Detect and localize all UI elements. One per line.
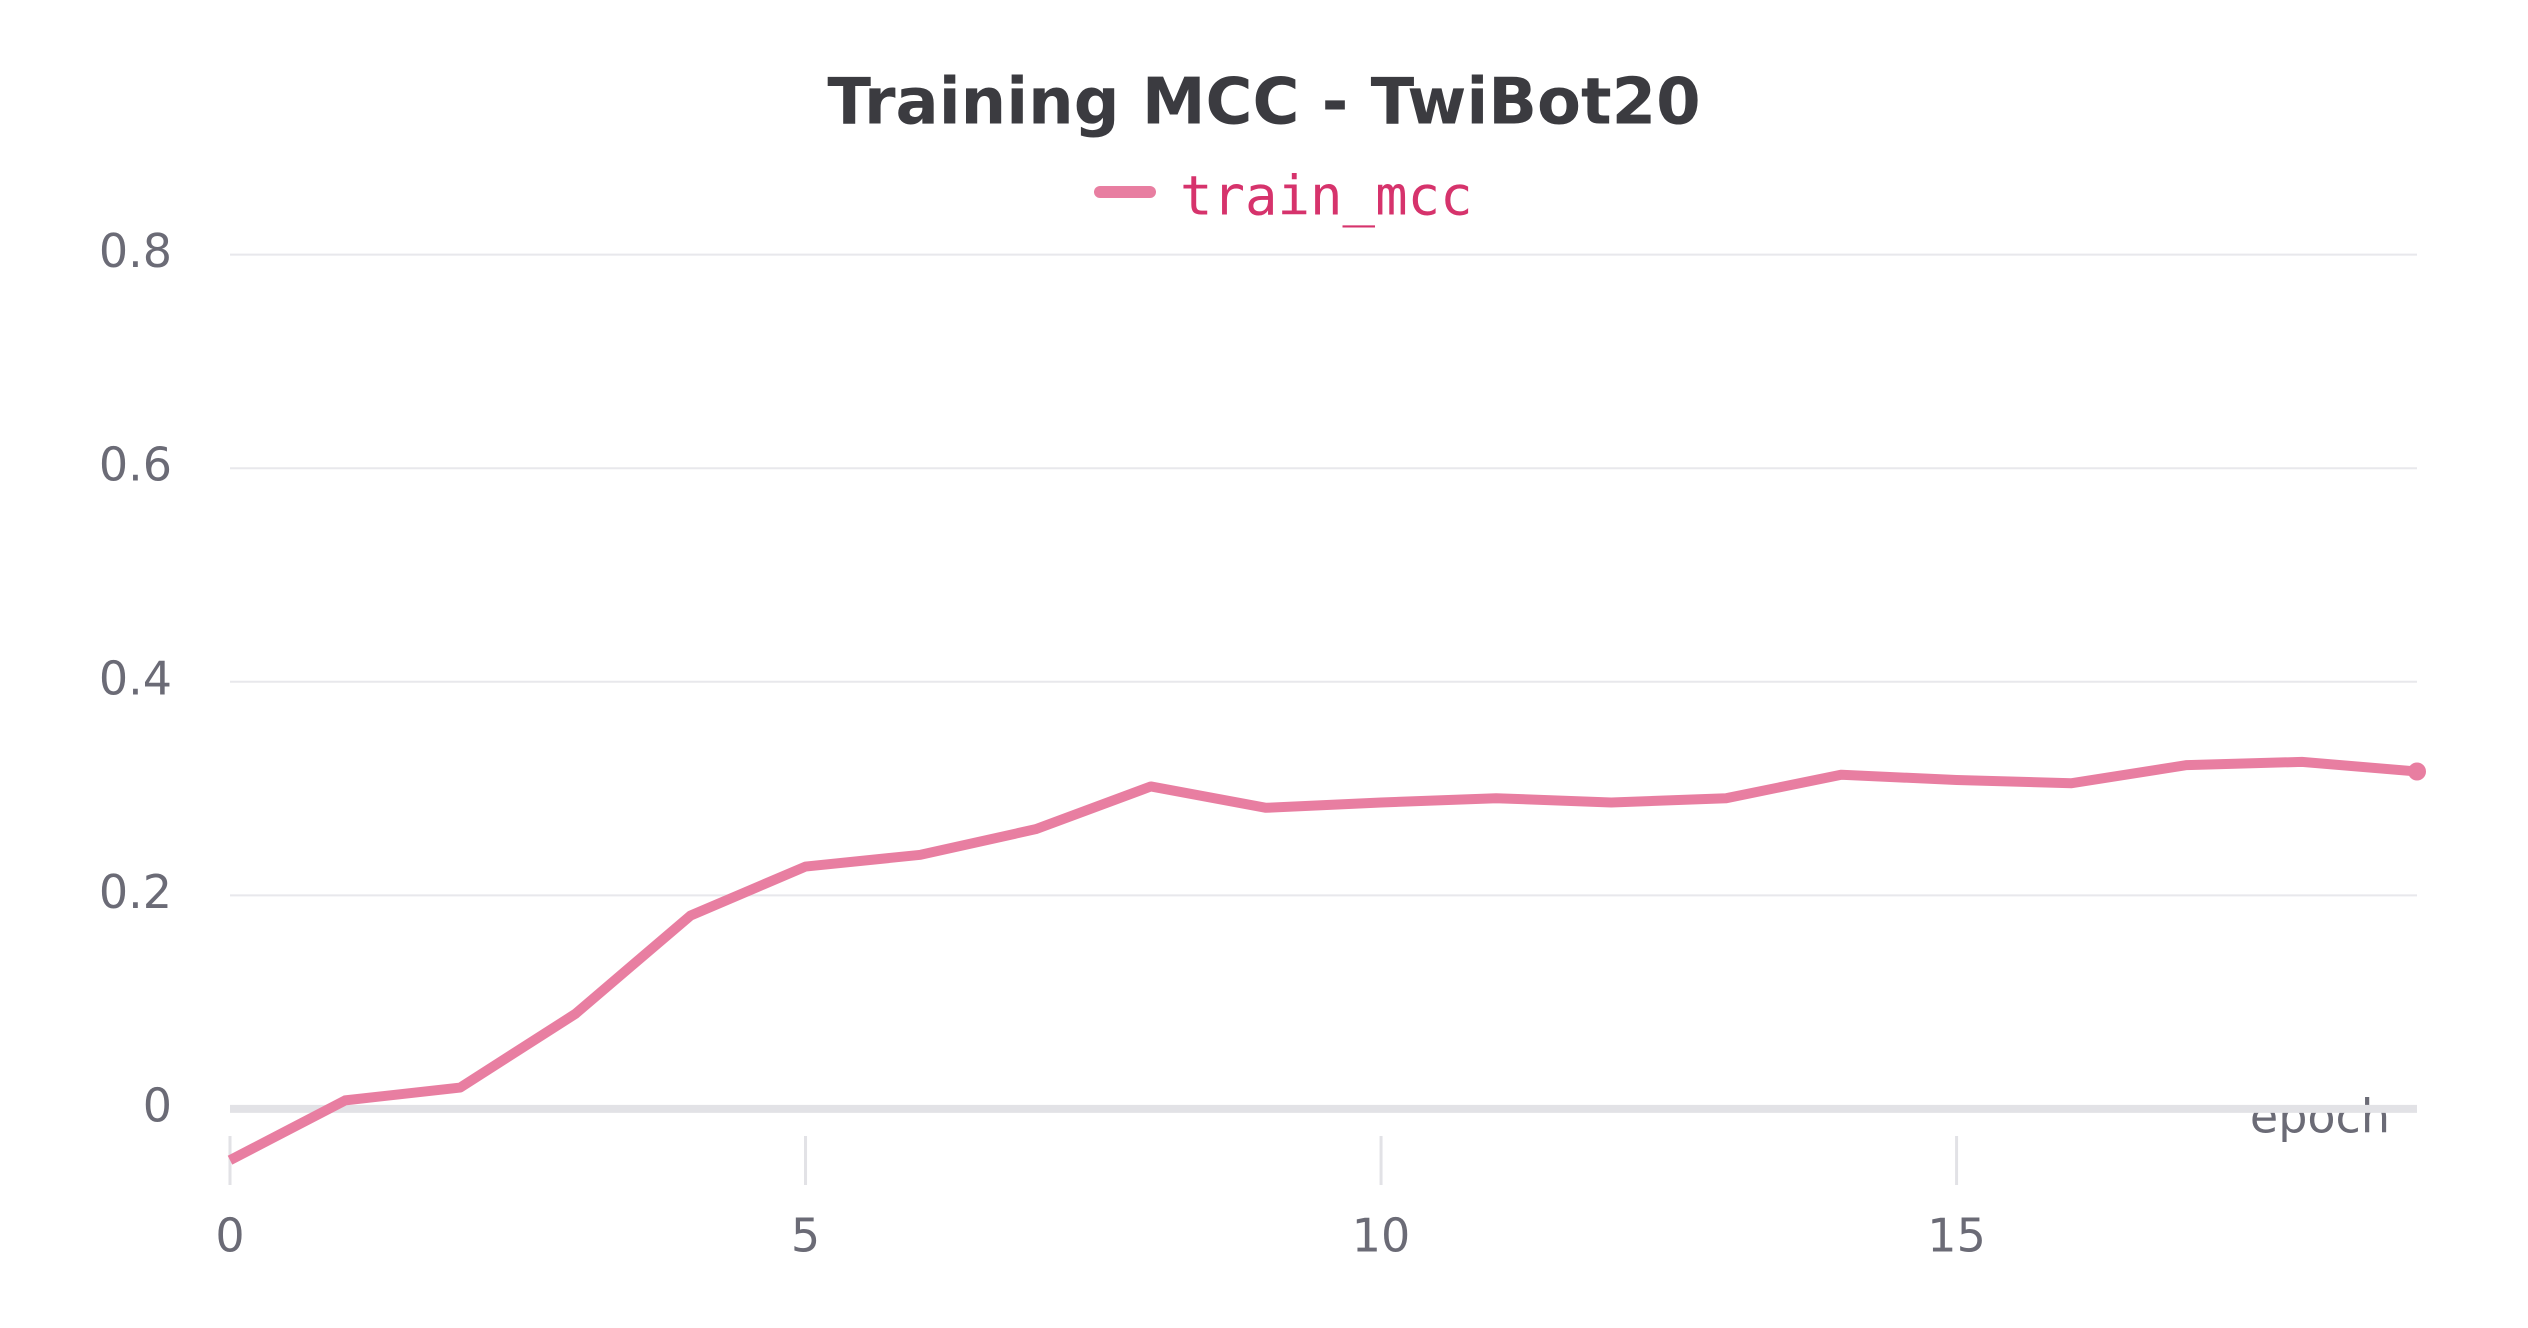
y-tick-label: 0.8 <box>99 224 172 278</box>
y-tick-label: 0 <box>143 1078 172 1132</box>
y-tick-label: 0.2 <box>99 865 172 919</box>
x-tick-label: 5 <box>791 1209 820 1263</box>
x-axis-label: epoch <box>2250 1090 2390 1144</box>
series-line <box>227 756 2418 1165</box>
y-tick-label: 0.4 <box>99 651 172 705</box>
end-point <box>2408 762 2426 781</box>
y-tick-label: 0.6 <box>99 438 172 492</box>
x-tick-label: 10 <box>1352 1209 1411 1263</box>
chart-title: Training MCC - TwiBot20 <box>827 66 1700 140</box>
x-tick-label: 15 <box>1927 1209 1986 1263</box>
x-tick-label: 0 <box>215 1209 244 1263</box>
legend-label: train_mcc <box>1180 165 1473 228</box>
